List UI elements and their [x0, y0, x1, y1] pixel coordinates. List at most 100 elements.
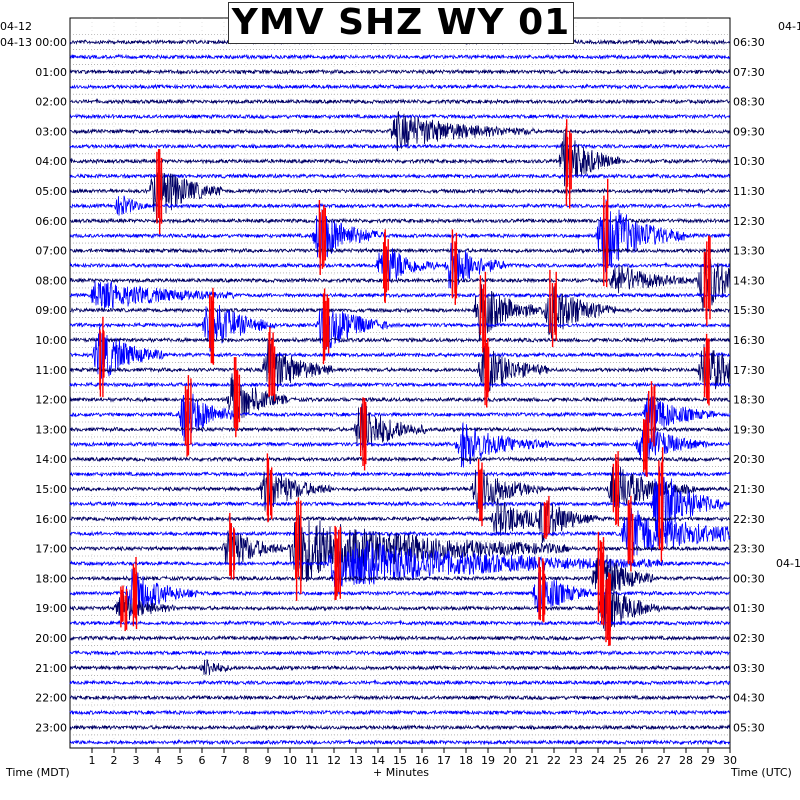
- left-hour-label: 04:00: [35, 155, 67, 168]
- right-hour-label: 22:30: [733, 513, 765, 526]
- x-tick-label: 13: [349, 754, 363, 767]
- left-hour-label: 11:00: [35, 364, 67, 377]
- x-tick-label: 3: [133, 754, 140, 767]
- trace: [69, 694, 731, 701]
- left-date-top: 04-12: [0, 20, 32, 33]
- trace: [69, 649, 731, 657]
- right-hour-label: 15:30: [733, 304, 765, 317]
- clipped-segments: [99, 119, 711, 646]
- right-date-mid: 04-1: [776, 557, 800, 570]
- right-axis-label: Time (UTC): [731, 766, 792, 779]
- trace: [69, 247, 731, 255]
- left-hour-label: 19:00: [35, 602, 67, 615]
- right-hour-label: 07:30: [733, 66, 765, 79]
- left-hour-label: 05:00: [35, 185, 67, 198]
- left-hour-labels: 00:00 01:00 02:00 03:00 04:00 05:00 06:00 07:00…: [35, 36, 67, 734]
- trace: [69, 172, 731, 180]
- x-tick-label: 17: [437, 754, 451, 767]
- trace: [69, 199, 731, 273]
- left-axis-label: Time (MDT): [6, 766, 70, 779]
- x-tick-label: 11: [305, 754, 319, 767]
- right-hour-label: 16:30: [733, 334, 765, 347]
- left-hour-label: 03:00: [35, 125, 67, 138]
- x-tick-label: 8: [243, 754, 250, 767]
- left-hour-label: 16:00: [35, 513, 67, 526]
- trace: [69, 548, 731, 610]
- trace: [69, 634, 731, 642]
- trace: [69, 68, 731, 76]
- trace: [69, 142, 731, 150]
- x-tick-label: 12: [327, 754, 341, 767]
- left-hour-label: 02:00: [35, 96, 67, 109]
- trace: [69, 568, 731, 617]
- trace: [69, 466, 731, 532]
- trace: [69, 341, 731, 394]
- x-tick-label: 7: [221, 754, 228, 767]
- seismic-traces: [69, 38, 731, 746]
- left-hour-label: 01:00: [35, 66, 67, 79]
- trace: [69, 83, 731, 90]
- x-tick-label: 2: [111, 754, 118, 767]
- left-hour-label: 09:00: [35, 304, 67, 317]
- left-hour-label: 10:00: [35, 334, 67, 347]
- trace: [69, 679, 731, 686]
- left-hour-label: 18:00: [35, 572, 67, 585]
- right-hour-label: 09:30: [733, 125, 765, 138]
- right-hour-label: 21:30: [733, 483, 765, 496]
- right-hour-label: 18:30: [733, 394, 765, 407]
- right-hour-label: 00:30: [733, 572, 765, 585]
- x-tick-label: 14: [371, 754, 385, 767]
- x-tick-label: 23: [569, 754, 583, 767]
- trace: [69, 113, 731, 120]
- x-ticks: 1 2 3 4 5 6 7 8 9 10 11 12 13 14 15 16 17 18 19 20 21 22 23 24 2…: [89, 748, 737, 767]
- left-hour-label: 06:00: [35, 215, 67, 228]
- x-tick-label: 26: [635, 754, 649, 767]
- x-tick-label: 30: [723, 754, 737, 767]
- x-tick-label: 1: [89, 754, 96, 767]
- trace: [69, 163, 731, 222]
- trace: [69, 195, 731, 216]
- left-date-second: 04-13: [0, 36, 32, 49]
- right-hour-labels: 06:30 07:30 08:30 09:30 10:30 11:30 12:30 13:30…: [733, 36, 765, 734]
- trace: [69, 240, 731, 290]
- title-box: YMV SHZ WY 01: [228, 2, 574, 44]
- right-date-top: 04-1: [778, 20, 800, 33]
- trace: [69, 659, 731, 676]
- left-hour-label: 21:00: [35, 662, 67, 675]
- left-hour-label: 22:00: [35, 692, 67, 705]
- x-tick-label: 28: [679, 754, 693, 767]
- x-tick-label: 10: [283, 754, 297, 767]
- trace: [69, 583, 731, 636]
- trace: [69, 53, 731, 61]
- right-hour-label: 03:30: [733, 662, 765, 675]
- left-hour-label: 08:00: [35, 274, 67, 287]
- right-hour-label: 11:30: [733, 185, 765, 198]
- trace: [69, 381, 731, 389]
- right-hour-label: 23:30: [733, 543, 765, 556]
- right-hour-label: 05:30: [733, 721, 765, 734]
- trace: [69, 422, 731, 468]
- trace: [69, 508, 731, 557]
- right-hour-label: 08:30: [733, 96, 765, 109]
- trace: [69, 497, 731, 544]
- left-hour-label: 00:00: [35, 36, 67, 49]
- left-hour-label: 20:00: [35, 632, 67, 645]
- right-hour-label: 13:30: [733, 245, 765, 258]
- right-hour-label: 01:30: [733, 602, 765, 615]
- left-hour-label: 07:00: [35, 245, 67, 258]
- trace: [69, 111, 731, 152]
- trace: [69, 98, 731, 105]
- x-tick-label: 15: [393, 754, 407, 767]
- chart-title: YMV SHZ WY 01: [231, 2, 571, 43]
- trace: [69, 515, 731, 582]
- trace: [69, 389, 731, 442]
- x-tick-label: 27: [657, 754, 671, 767]
- trace: [69, 403, 731, 453]
- x-tick-label: 5: [177, 754, 184, 767]
- trace: [69, 128, 731, 191]
- right-hour-label: 10:30: [733, 155, 765, 168]
- trace: [69, 738, 731, 746]
- right-hour-label: 19:30: [733, 423, 765, 436]
- right-hour-label: 12:30: [733, 215, 765, 228]
- right-hour-label: 06:30: [733, 36, 765, 49]
